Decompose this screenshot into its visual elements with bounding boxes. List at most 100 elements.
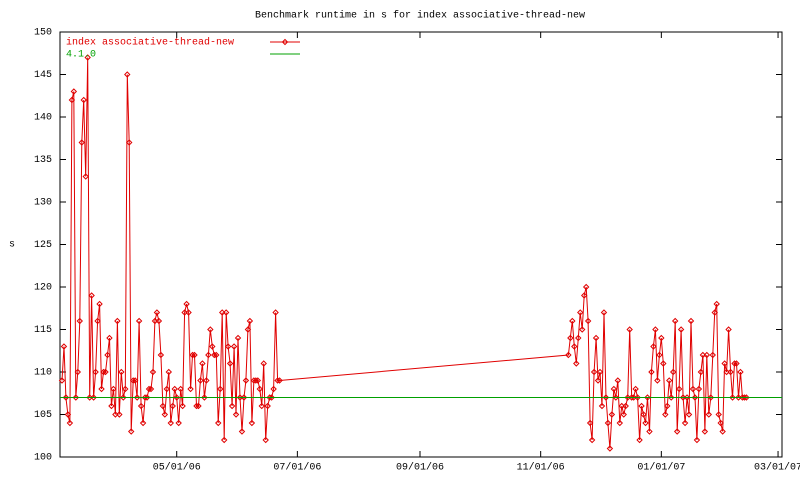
- data-point: [715, 411, 722, 418]
- data-point: [731, 360, 738, 367]
- data-point: [82, 173, 89, 180]
- data-point: [201, 394, 208, 401]
- data-point: [179, 402, 186, 410]
- data-point: [675, 385, 683, 393]
- data-point: [638, 402, 645, 410]
- data-point: [143, 394, 151, 401]
- data-point: [612, 394, 620, 401]
- data-point: [573, 360, 580, 367]
- data-point: [242, 377, 250, 384]
- data-point: [62, 394, 70, 401]
- data-point: [703, 351, 711, 359]
- data-point: [274, 377, 281, 384]
- data-point: [159, 402, 167, 410]
- data-point: [262, 436, 269, 444]
- data-point: [58, 377, 66, 384]
- x-tick-label: 09/01/06: [396, 462, 444, 474]
- data-point: [640, 411, 647, 418]
- chart-title: Benchmark runtime in s for index associa…: [255, 10, 585, 22]
- data-point: [622, 402, 629, 410]
- x-tick-label: 01/01/07: [637, 462, 685, 474]
- data-point: [260, 360, 267, 367]
- data-point: [725, 326, 732, 333]
- data-point: [64, 411, 72, 418]
- data-point: [92, 368, 99, 376]
- data-point: [733, 360, 740, 367]
- data-point: [614, 377, 622, 384]
- data-point: [654, 377, 661, 384]
- data-point: [658, 334, 665, 342]
- data-point: [683, 394, 691, 401]
- data-point: [167, 419, 174, 427]
- data-point: [673, 428, 681, 435]
- data-point: [100, 368, 107, 376]
- data-point: [693, 436, 701, 444]
- y-tick-label: 135: [34, 155, 52, 166]
- data-point: [717, 419, 724, 427]
- data-point: [102, 368, 109, 376]
- data-point: [598, 402, 606, 410]
- data-point: [569, 317, 576, 325]
- data-point: [721, 360, 728, 367]
- data-point: [177, 385, 184, 393]
- data-point: [128, 428, 135, 435]
- y-axis-label: s: [9, 240, 15, 251]
- y-tick-label: 115: [34, 325, 52, 336]
- data-point: [258, 402, 265, 410]
- data-point: [153, 309, 161, 316]
- data-point: [272, 309, 279, 316]
- data-point: [567, 334, 574, 342]
- data-point: [183, 300, 190, 308]
- y-tick-label: 120: [34, 283, 52, 294]
- data-point: [157, 351, 165, 359]
- data-point: [610, 385, 618, 393]
- data-point: [120, 394, 127, 401]
- y-tick-label: 125: [34, 240, 52, 251]
- data-point: [662, 411, 669, 418]
- legend-label: index associative-thread-new: [66, 37, 234, 49]
- data-point: [106, 334, 113, 342]
- y-tick-label: 150: [34, 28, 52, 39]
- data-point: [580, 292, 588, 299]
- legend-label: 4.1.0: [66, 50, 96, 61]
- data-point: [133, 394, 141, 401]
- data-point: [620, 411, 627, 418]
- data-point: [632, 385, 639, 393]
- data-point: [246, 317, 254, 325]
- data-point: [230, 343, 238, 350]
- data-point: [60, 343, 68, 350]
- x-tick-label: 11/01/06: [517, 462, 565, 474]
- plot-frame: [59, 31, 783, 458]
- data-point: [185, 309, 192, 316]
- x-tick-label: 07/01/06: [273, 462, 321, 474]
- data-point: [232, 411, 240, 418]
- data-point: [226, 360, 234, 367]
- data-point: [207, 326, 214, 333]
- data-point: [66, 419, 74, 427]
- data-point: [90, 394, 97, 401]
- x-tick-label: 05/01/06: [153, 462, 201, 474]
- data-point: [104, 351, 111, 359]
- data-point: [691, 394, 699, 401]
- data-point: [74, 368, 82, 376]
- data-point: [705, 411, 713, 418]
- data-point: [193, 402, 200, 410]
- data-point: [135, 317, 143, 325]
- data-point: [234, 334, 242, 342]
- data-point: [108, 402, 115, 410]
- data-point: [737, 368, 744, 376]
- data-point: [248, 419, 256, 427]
- data-point: [264, 402, 271, 410]
- y-tick-label: 130: [34, 198, 52, 209]
- data-point: [175, 419, 182, 427]
- data-point: [145, 385, 153, 393]
- y-tick-label: 140: [34, 113, 52, 124]
- data-point: [669, 368, 677, 376]
- data-point: [685, 411, 693, 418]
- data-point: [586, 419, 594, 427]
- data-point: [189, 351, 196, 359]
- data-point: [644, 394, 651, 401]
- data-point: [165, 368, 173, 376]
